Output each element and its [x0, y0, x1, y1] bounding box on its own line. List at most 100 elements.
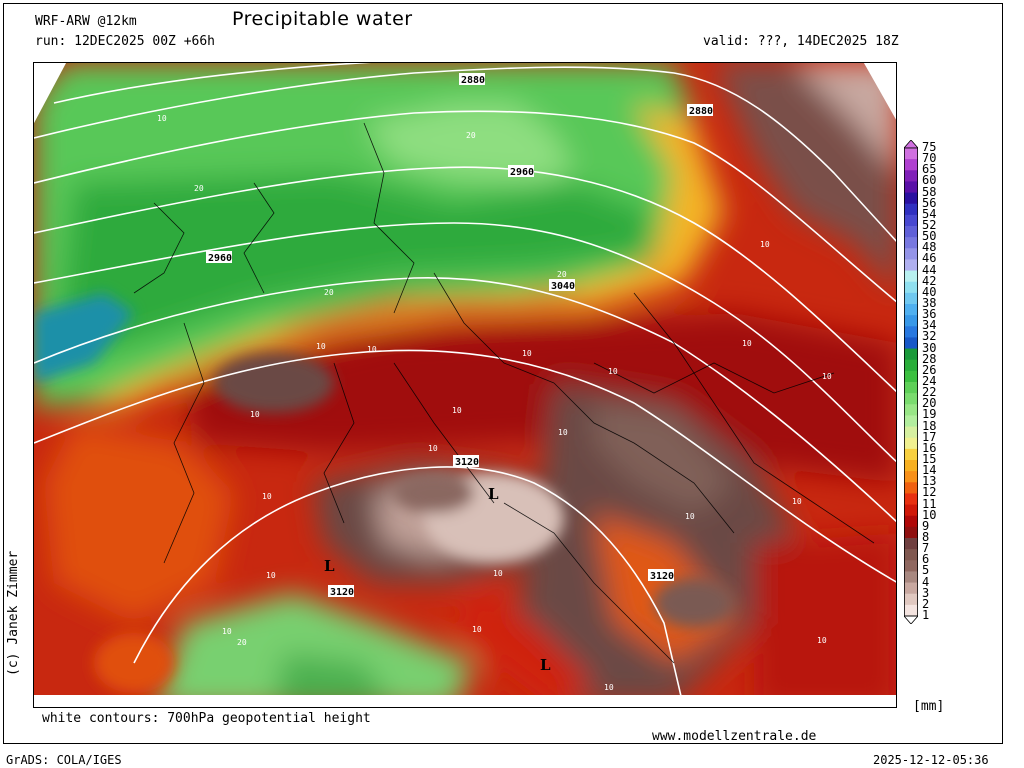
- pw-label: 10: [367, 345, 377, 354]
- colorbar-tick-label: 24: [922, 374, 937, 388]
- colorbar-segment: [904, 304, 918, 316]
- colorbar-segment: [904, 515, 918, 528]
- colorbar-segment: [904, 493, 918, 506]
- colorbar-segment: [904, 437, 918, 450]
- figure-frame: [3, 3, 1003, 744]
- colorbar-tick-label: 30: [922, 340, 937, 355]
- pw-label: 20: [194, 184, 204, 193]
- colorbar-segment: [904, 326, 918, 338]
- colorbar-tick-label: 15: [922, 452, 937, 466]
- colorbar-tick-label: 14: [922, 463, 937, 478]
- colorbar-tick-label: 38: [922, 296, 937, 310]
- colorbar-tick-label: 36: [922, 307, 937, 322]
- colorbar-top-arrow: [903, 139, 919, 149]
- pw-label: 20: [324, 288, 334, 297]
- colorbar-tick-label: 70: [922, 151, 937, 166]
- colorbar: [903, 139, 919, 625]
- pw-label: 10: [452, 406, 462, 415]
- colorbar-tick-label: 20: [922, 396, 937, 411]
- colorbar-segment: [904, 270, 918, 283]
- pw-label: 10: [266, 571, 276, 580]
- colorbar-segment: [904, 281, 918, 294]
- colorbar-tick-label: 3: [922, 585, 930, 600]
- pw-label: 10: [558, 428, 568, 437]
- low-pressure-marker: L: [488, 485, 499, 503]
- software-label: GrADS: COLA/IGES: [6, 753, 122, 767]
- weather-map: 2880 2880 2960 2960 3040 3120 3120 3120 …: [33, 62, 897, 708]
- colorbar-segment: [904, 292, 918, 305]
- colorbar-segment: [904, 460, 918, 472]
- colorbar-segment: [904, 426, 918, 439]
- colorbar-tick-label: 40: [922, 284, 937, 299]
- colorbar-segment: [904, 148, 918, 160]
- pw-label: 10: [822, 372, 832, 381]
- pw-label: 10: [817, 636, 827, 645]
- colorbar-segment: [904, 471, 918, 483]
- height-label: 3120: [455, 457, 479, 468]
- pw-label: 10: [262, 492, 272, 501]
- colorbar-segment: [904, 315, 918, 327]
- pw-label: 20: [237, 638, 247, 647]
- colorbar-segment: [904, 382, 918, 394]
- colorbar-segment: [904, 370, 918, 383]
- colorbar-tick-label: 10: [922, 507, 937, 522]
- contour-note: white contours: 700hPa geopotential heig…: [42, 711, 371, 726]
- height-label: 2960: [208, 253, 232, 264]
- colorbar-tick-label: 32: [922, 329, 937, 344]
- colorbar-segment: [904, 549, 918, 561]
- height-label: 2880: [461, 75, 485, 86]
- colorbar-tick-label: 54: [922, 206, 937, 221]
- colorbar-tick-label: 28: [922, 351, 937, 366]
- colorbar-tick-label: 65: [922, 162, 937, 177]
- colorbar-tick-label: 7: [922, 541, 930, 556]
- colorbar-segment: [904, 538, 918, 550]
- colorbar-tick-label: 17: [922, 429, 937, 444]
- low-pressure-marker: L: [540, 656, 551, 674]
- colorbar-segment: [904, 348, 918, 361]
- colorbar-segment: [904, 560, 918, 572]
- colorbar-tick-label: 26: [922, 362, 937, 377]
- colorbar-segment: [904, 448, 918, 461]
- colorbar-tick-label: 8: [922, 530, 930, 544]
- colorbar-tick-label: 44: [922, 262, 937, 277]
- website-label: www.modellzentrale.de: [652, 729, 817, 744]
- colorbar-tick-label: 60: [922, 173, 937, 188]
- colorbar-segment: [904, 192, 918, 205]
- colorbar-segment: [904, 593, 918, 606]
- colorbar-segment: [904, 214, 918, 227]
- timestamp-label: 2025-12-12-05:36: [873, 753, 989, 767]
- colorbar-segment: [904, 203, 918, 216]
- colorbar-bottom-arrow: [903, 615, 919, 625]
- colorbar-tick-label: 52: [922, 218, 937, 232]
- colorbar-tick-label: 9: [922, 518, 930, 533]
- colorbar-tick-label: 58: [922, 184, 937, 199]
- model-label: WRF-ARW @12km: [35, 14, 137, 29]
- pw-label: 10: [157, 114, 167, 123]
- colorbar-tick-label: 56: [922, 195, 937, 210]
- pw-label: 10: [608, 367, 618, 376]
- colorbar-tick-label: 2: [922, 596, 930, 611]
- copyright-label: (c) Janek Zimmer: [6, 550, 21, 676]
- pw-label: 10: [685, 512, 695, 521]
- pw-label: 10: [493, 569, 503, 578]
- colorbar-segment: [904, 181, 918, 194]
- pw-label: 10: [522, 349, 532, 358]
- colorbar-tick-label: 19: [922, 407, 937, 422]
- colorbar-segment: [904, 237, 918, 249]
- colorbar-tick-label: 75: [922, 140, 937, 154]
- pw-label: 20: [557, 270, 567, 279]
- colorbar-tick-label: 12: [922, 485, 937, 500]
- colorbar-tick-label: 11: [922, 496, 937, 511]
- colorbar-segment: [904, 482, 918, 494]
- pw-label: 10: [760, 240, 770, 249]
- colorbar-segment: [904, 404, 918, 416]
- pw-label: 10: [250, 410, 260, 419]
- colorbar-segment: [904, 259, 918, 272]
- pw-label: 10: [316, 342, 326, 351]
- colorbar-segment: [904, 359, 918, 372]
- colorbar-segment: [904, 393, 918, 405]
- pw-label: 20: [466, 131, 476, 140]
- colorbar-tick-label: 16: [922, 440, 937, 455]
- height-label: 2960: [510, 167, 534, 178]
- pw-label: 10: [742, 339, 752, 348]
